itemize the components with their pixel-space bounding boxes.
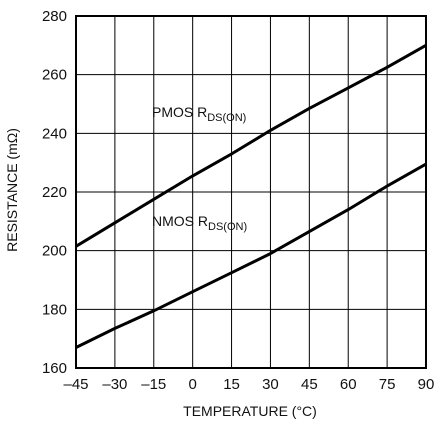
y-tick-label: 180 <box>42 301 67 318</box>
grid <box>75 15 427 369</box>
x-tick-label: –15 <box>141 376 166 393</box>
nmos-rds-on-line <box>75 162 427 349</box>
x-tick-label: 0 <box>188 376 196 393</box>
nmos-series-label: NMOS RDS(ON) <box>152 213 247 233</box>
x-tick-label: 30 <box>262 376 279 393</box>
x-tick-label: 45 <box>301 376 318 393</box>
x-axis-title: TEMPERATURE (°C) <box>183 403 317 419</box>
y-tick-label: 160 <box>42 360 67 377</box>
y-tick-label: 280 <box>42 8 67 25</box>
x-tick-label: 60 <box>340 376 357 393</box>
y-tick-label: 200 <box>42 243 67 260</box>
y-tick-label: 220 <box>42 184 67 201</box>
x-tick-label: –30 <box>102 376 127 393</box>
x-tick-labels: –45 –30 –15 0 15 30 45 60 75 90 <box>63 376 434 393</box>
x-tick-label: 90 <box>418 376 435 393</box>
pmos-rds-on-line <box>75 43 427 248</box>
x-tick-label: –45 <box>63 376 88 393</box>
x-tick-label: 75 <box>379 376 396 393</box>
pmos-series-label: PMOS RDS(ON) <box>152 104 246 124</box>
x-tick-label: 15 <box>223 376 240 393</box>
y-axis-title: RESISTANCE (mΩ) <box>4 128 20 252</box>
series-lines <box>75 43 427 349</box>
y-tick-label: 260 <box>42 67 67 84</box>
y-tick-label: 240 <box>42 125 67 142</box>
y-tick-labels: 160 180 200 220 240 260 280 <box>42 8 67 377</box>
plot-frame <box>75 15 427 369</box>
